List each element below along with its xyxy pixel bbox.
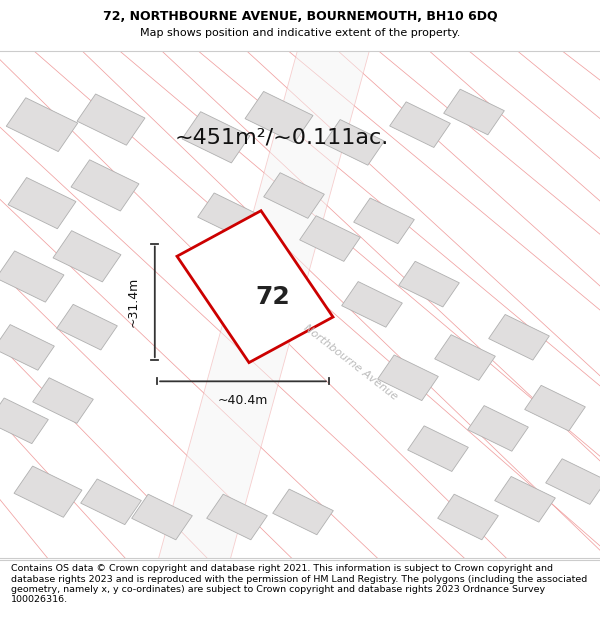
Text: Contains OS data © Crown copyright and database right 2021. This information is : Contains OS data © Crown copyright and d… xyxy=(11,564,587,604)
Polygon shape xyxy=(197,193,259,239)
Polygon shape xyxy=(494,476,556,522)
Polygon shape xyxy=(14,466,82,518)
Polygon shape xyxy=(177,211,333,362)
Text: 72: 72 xyxy=(256,285,290,309)
Polygon shape xyxy=(524,386,586,431)
Polygon shape xyxy=(53,231,121,282)
Polygon shape xyxy=(437,494,499,540)
Polygon shape xyxy=(323,119,385,165)
Polygon shape xyxy=(0,251,64,302)
Polygon shape xyxy=(353,198,415,244)
Polygon shape xyxy=(398,261,460,307)
Polygon shape xyxy=(0,324,55,370)
Text: ~451m²/~0.111ac.: ~451m²/~0.111ac. xyxy=(175,127,389,148)
Polygon shape xyxy=(263,173,325,218)
Polygon shape xyxy=(299,216,361,261)
Polygon shape xyxy=(131,494,193,540)
Polygon shape xyxy=(56,304,118,350)
Polygon shape xyxy=(488,314,550,360)
Polygon shape xyxy=(407,426,469,471)
Text: ~31.4m: ~31.4m xyxy=(127,277,140,327)
Polygon shape xyxy=(0,398,49,444)
Polygon shape xyxy=(434,335,496,381)
Polygon shape xyxy=(272,489,334,535)
Polygon shape xyxy=(341,281,403,328)
Polygon shape xyxy=(182,112,250,163)
Polygon shape xyxy=(545,459,600,504)
Text: 72, NORTHBOURNE AVENUE, BOURNEMOUTH, BH10 6DQ: 72, NORTHBOURNE AVENUE, BOURNEMOUTH, BH1… xyxy=(103,10,497,23)
Polygon shape xyxy=(8,177,76,229)
Polygon shape xyxy=(443,89,505,135)
Text: Northbourne Avenue: Northbourne Avenue xyxy=(302,323,400,402)
Polygon shape xyxy=(389,102,451,148)
Polygon shape xyxy=(206,494,268,540)
Polygon shape xyxy=(467,406,529,451)
Text: ~40.4m: ~40.4m xyxy=(218,394,268,407)
Polygon shape xyxy=(71,160,139,211)
Polygon shape xyxy=(80,479,142,524)
Polygon shape xyxy=(377,355,439,401)
Polygon shape xyxy=(32,378,94,423)
Polygon shape xyxy=(77,94,145,145)
Polygon shape xyxy=(156,41,372,568)
Polygon shape xyxy=(6,98,78,151)
Polygon shape xyxy=(245,91,313,142)
Text: Map shows position and indicative extent of the property.: Map shows position and indicative extent… xyxy=(140,28,460,39)
